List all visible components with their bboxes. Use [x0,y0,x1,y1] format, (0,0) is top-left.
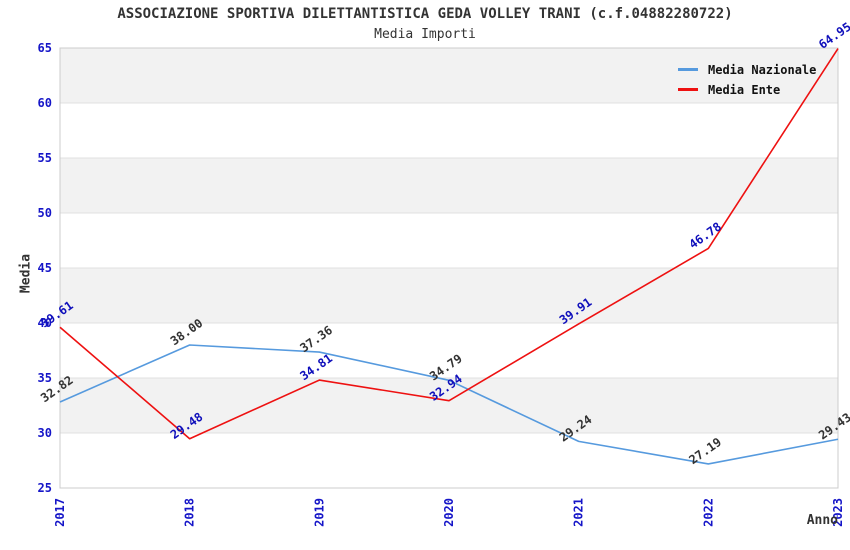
series-line-0 [59,344,839,465]
legend-label-media-ente: Media Ente [708,82,781,97]
legend-swatch-media-ente [678,88,698,91]
chart-title: ASSOCIAZIONE SPORTIVA DILETTANTISTICA GE… [117,6,733,22]
x-tick-label: 2022 [701,498,715,527]
legend-swatch-media-nazionale [678,68,698,71]
y-tick-label: 65 [38,41,52,55]
data-point-label: 46.78 [686,219,724,251]
x-tick-label: 2021 [572,498,586,527]
y-tick-label: 25 [38,481,52,495]
x-tick-label: 2018 [183,498,197,527]
chart-subtitle: Media Importi [374,27,476,42]
series-line-1 [59,48,839,440]
plot-border [59,47,839,489]
x-tick-label: 2017 [53,498,67,527]
x-tick-label: 2020 [442,498,456,527]
y-tick-label: 45 [38,261,52,275]
y-tick-label: 55 [38,151,52,165]
plot-band [60,268,838,323]
data-point-label: 64.95 [816,20,850,52]
y-tick-label: 35 [38,371,52,385]
y-tick-label: 50 [38,206,52,220]
y-tick-label: 40 [38,316,52,330]
plot-band [60,158,838,213]
legend-item-media-ente: Media Ente [678,82,812,97]
legend: Media Nazionale Media Ente [668,55,816,104]
plot-band [60,48,838,103]
data-point-label: 37.36 [297,323,335,355]
legend-label-media-nazionale: Media Nazionale [708,62,817,77]
legend-item-media-nazionale: Media Nazionale [678,62,816,77]
y-tick-label: 60 [38,96,52,110]
x-tick-label: 2023 [831,498,845,527]
y-tick-label: 30 [38,426,52,440]
plot-band [60,378,838,433]
x-axis-title: Anno [806,513,838,528]
x-tick-label: 2019 [312,498,326,527]
y-axis-title: Media [18,253,34,294]
